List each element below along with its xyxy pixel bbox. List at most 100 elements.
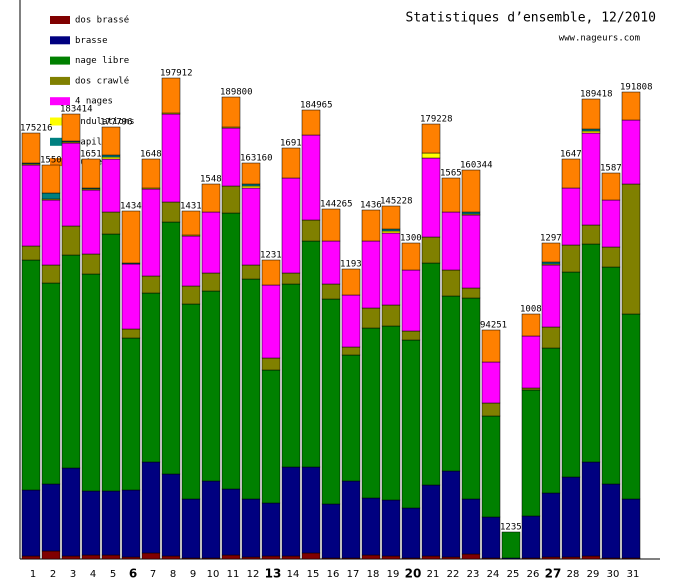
bar-segment [161,77,181,114]
bar-segment [321,503,341,559]
bar-segment [181,303,201,500]
bar-segment [441,269,461,297]
bar-segment [381,232,401,306]
bar-segment [321,208,341,242]
legend-swatch [50,97,70,106]
x-tick-label: 8 [170,569,176,580]
bar-segment [81,253,101,275]
bar-segment [381,304,401,327]
bar-segment [521,313,541,337]
bar-segment [21,259,41,491]
bar-segment [561,187,581,246]
legend-swatch [50,16,70,24]
bar-segment [221,488,241,556]
bar-segment [221,185,241,214]
bar-segment [481,361,501,404]
bar-segment [101,554,121,560]
bar-segment [61,113,81,142]
bar-segment [61,467,81,557]
legend-swatch [50,117,70,126]
legend-swatch [50,76,70,85]
bar-segment [461,498,481,555]
total-label: 1431 [180,202,202,212]
legend-label: nage libre [75,56,129,66]
total-label: 183414 [60,105,93,115]
total-label: 160344 [460,161,493,171]
bar-segment [301,240,321,468]
bar-segment [461,214,481,289]
x-tick-label: 30 [607,569,620,580]
total-label: 1193 [340,260,362,270]
bar-segment [161,221,181,475]
bar-segment [621,183,641,315]
bar-segment [561,244,581,273]
bar-segment [41,282,61,485]
x-tick-label: 6 [129,567,137,580]
bar-segment [161,113,181,203]
bar-segment [381,205,401,230]
bar-segment [421,484,441,557]
x-tick-label: 7 [150,569,156,580]
bar-segment [201,183,221,213]
bar-segment [61,555,81,560]
bar-segment [361,240,381,309]
bar-segment [581,128,601,132]
bar-segment [281,147,301,179]
bar-segment [101,490,121,556]
bar-segment [621,313,641,500]
bar-segment [301,466,321,554]
x-tick-label: 28 [567,569,580,580]
bar-segment [401,330,421,341]
x-tick-label: 15 [307,569,320,580]
chart-title: Statistiques d’ensemble, 12/2010 [406,11,656,26]
bar-segment [361,209,381,242]
bar-segment [21,164,41,247]
bar-segment [521,387,541,391]
bar-segment [201,211,221,274]
x-tick-label: 14 [287,569,300,580]
bar-segment [261,502,281,557]
legend-swatch [50,158,70,167]
bar-segment [241,278,261,500]
bar-segment [441,211,461,271]
bar-segment [461,297,481,500]
bar-segment [561,556,581,560]
total-label: 1235 [500,523,522,533]
bar-segment [481,329,501,363]
bar-segment [281,283,301,468]
bar-segment [241,185,261,189]
bar-segment [241,264,261,280]
bar-segment [61,142,81,227]
x-tick-label: 4 [90,569,96,580]
total-label: 1548 [200,175,222,185]
bar-segment [241,498,261,558]
bar-segment [601,266,621,485]
legend-label: ondulations [75,117,135,127]
x-tick-label: 17 [347,569,360,580]
bar-segment [481,402,501,417]
legend-swatch [50,137,70,146]
bar-segment [541,492,561,558]
total-label: 1300 [400,234,422,244]
bar-segment [41,264,61,284]
x-tick-label: 19 [387,569,400,580]
bar-segment [381,555,401,560]
bar-segment [361,307,381,329]
bar-segment [141,292,161,463]
bar-segment [401,269,421,332]
bar-segment [561,158,581,189]
bar-segment [161,201,181,223]
total-label: 1648 [140,150,162,160]
total-label: 179228 [420,115,453,125]
bar-segment [541,326,561,349]
bar-segment [121,556,141,560]
bar-segment [561,476,581,558]
x-tick-label: 13 [265,567,282,580]
total-label: 189418 [580,90,613,100]
total-label: 144265 [320,200,353,210]
bar-segment [101,233,121,492]
bar-segment [421,152,441,159]
bar-segment [161,473,181,557]
bar-segment [561,271,581,478]
x-tick-label: 18 [367,569,380,580]
